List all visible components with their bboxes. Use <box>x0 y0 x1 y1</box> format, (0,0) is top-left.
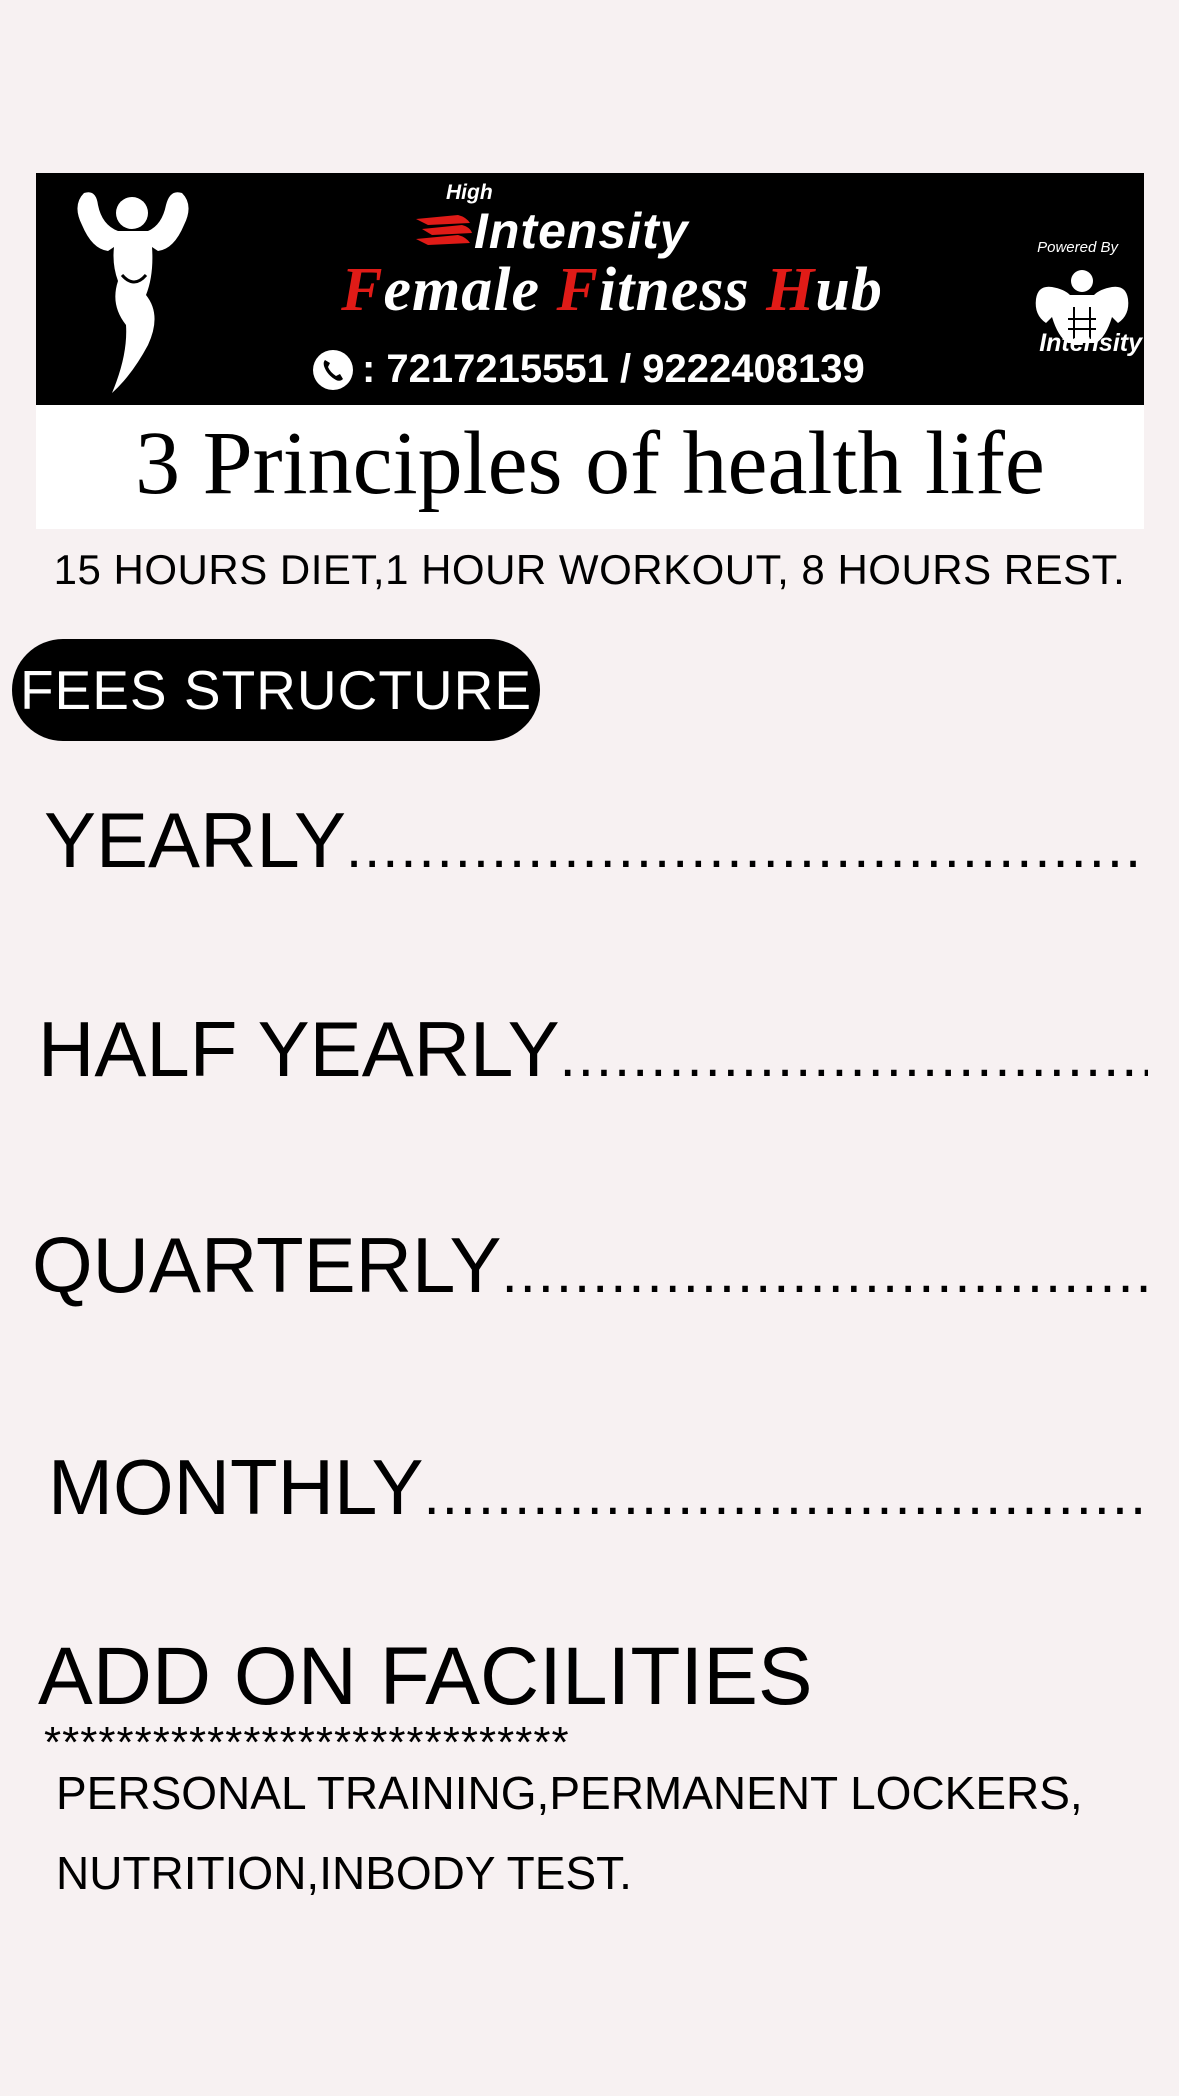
addon-list-line: PERSONAL TRAINING,PERMANENT LOCKERS, <box>56 1767 1083 1819</box>
female-bodybuilder-logo-icon <box>77 192 189 393</box>
phone-icon <box>313 349 353 390</box>
title-part: emale <box>383 256 557 324</box>
fee-dotted-line: ........................................… <box>501 1240 1148 1305</box>
fee-dotted-line: ........................................… <box>346 815 1148 880</box>
fee-row-yearly: YEARLY .................................… <box>44 795 1148 886</box>
flame-icon <box>416 215 472 245</box>
male-bodybuilder-logo-icon <box>1035 270 1129 343</box>
fee-dotted-line: ........................................… <box>559 1024 1148 1089</box>
principles-subtitle: 15 HOURS DIET,1 HOUR WORKOUT, 8 HOURS RE… <box>53 546 1126 593</box>
principles-box: 3 Principles of health life <box>36 405 1144 529</box>
fee-row-half-yearly: HALF YEARLY ............................… <box>38 1004 1148 1095</box>
fee-label: QUARTERLY <box>32 1221 502 1309</box>
fee-dotted-line: ........................................… <box>423 1462 1148 1527</box>
fee-row-quarterly: QUARTERLY ..............................… <box>32 1220 1148 1311</box>
title-part: itness <box>598 256 767 324</box>
title-part: H <box>766 256 816 324</box>
brand-intensity-label: Intensity <box>474 203 689 259</box>
fee-label: MONTHLY <box>48 1443 424 1531</box>
addon-list-line: NUTRITION,INBODY TEST. <box>56 1847 632 1899</box>
title-part: F <box>556 256 599 324</box>
principles-title: 3 Principles of health life <box>135 414 1045 513</box>
powered-by-label: Powered By <box>1037 239 1118 256</box>
fees-structure-heading: FEES STRUCTURE <box>12 639 540 741</box>
fee-label: HALF YEARLY <box>38 1005 560 1093</box>
title-part: F <box>341 256 384 324</box>
fee-row-monthly: MONTHLY ................................… <box>48 1442 1148 1533</box>
addon-facilities-heading: ADD ON FACILITIES <box>38 1631 813 1722</box>
fee-label: YEARLY <box>44 796 347 884</box>
title-part: ub <box>815 256 883 324</box>
brand-high-label: High <box>446 181 493 204</box>
addon-stars-divider: ***************************** <box>44 1718 570 1767</box>
header-banner: High Intensity Female Fitness Hub : 7217… <box>36 173 1144 405</box>
gym-name-title: Female Fitness Hub <box>232 255 992 326</box>
sponsor-logo-text: Intensity <box>1039 329 1142 357</box>
phone-numbers[interactable]: : 7217215551 / 9222408139 <box>362 347 865 391</box>
phone-row: : 7217215551 / 9222408139 <box>312 347 865 392</box>
brand-wordmark: Intensity <box>414 201 689 261</box>
